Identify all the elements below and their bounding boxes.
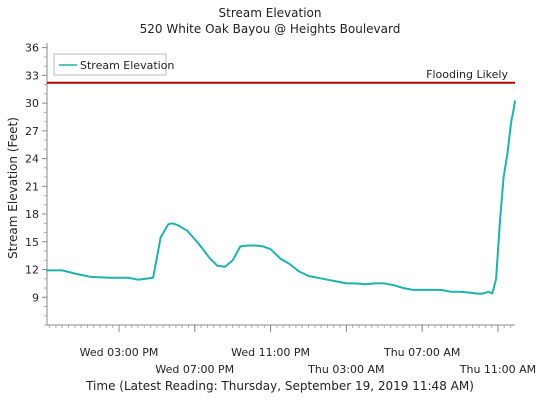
chart-subtitle: 520 White Oak Bayou @ Heights Boulevard xyxy=(140,22,401,36)
y-tick-label-21: 21 xyxy=(25,180,39,193)
x-tick-label-4: Thu 07:00 AM xyxy=(383,346,460,359)
y-tick-label-15: 15 xyxy=(25,236,39,249)
x-tick-label-5: Thu 11:00 AM xyxy=(459,363,536,376)
y-axis-title: Stream Elevation (Feet) xyxy=(6,117,20,259)
reference-line-label: Flooding Likely xyxy=(426,68,508,81)
legend-box xyxy=(53,53,167,76)
x-tick-label-0: Wed 03:00 PM xyxy=(80,346,159,359)
x-tick-label-1: Wed 07:00 PM xyxy=(155,363,234,376)
chart-title: Stream Elevation xyxy=(219,6,322,20)
x-tick-label-3: Thu 03:00 AM xyxy=(307,363,384,376)
x-tick-label-2: Wed 11:00 PM xyxy=(231,346,310,359)
y-tick-label-12: 12 xyxy=(25,264,39,277)
legend: Stream Elevation xyxy=(53,53,174,76)
y-tick-label-18: 18 xyxy=(25,208,39,221)
y-tick-label-24: 24 xyxy=(25,153,39,166)
y-tick-label-33: 33 xyxy=(25,69,39,82)
plot-area: 9 12 15 18 21 24 27 30 33 36 Wed 03:00 PM Wed 07:00… xyxy=(25,42,536,376)
x-axis-title: Time (Latest Reading: Thursday, Septembe… xyxy=(85,379,474,393)
y-tick-label-27: 27 xyxy=(25,125,39,138)
series-line-stream-elevation xyxy=(46,100,516,295)
legend-label-stream-elevation: Stream Elevation xyxy=(80,59,174,72)
y-tick-label-30: 30 xyxy=(25,97,39,110)
y-tick-label-36: 36 xyxy=(25,42,39,55)
y-tick-label-9: 9 xyxy=(32,291,39,304)
